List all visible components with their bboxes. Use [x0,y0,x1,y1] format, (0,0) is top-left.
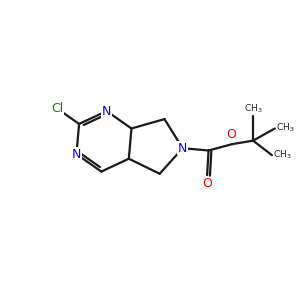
Text: O: O [202,177,212,190]
Text: CH$_3$: CH$_3$ [244,102,262,115]
Text: CH$_3$: CH$_3$ [273,149,292,161]
Text: N: N [102,105,111,118]
Text: O: O [227,128,237,141]
Text: N: N [178,142,187,155]
Text: CH$_3$: CH$_3$ [276,121,295,134]
Text: N: N [72,148,81,161]
Text: Cl: Cl [51,102,64,115]
